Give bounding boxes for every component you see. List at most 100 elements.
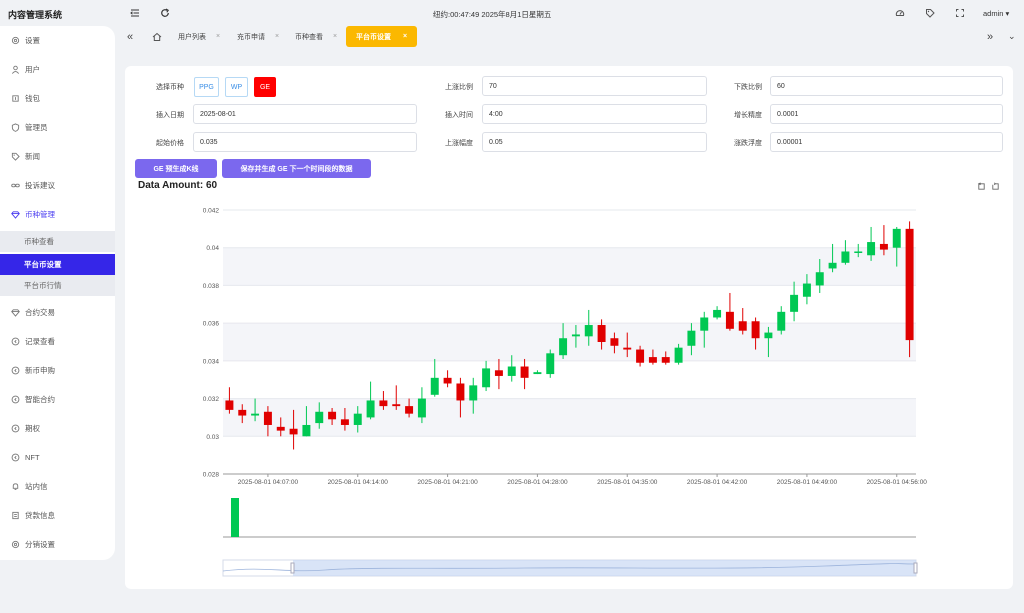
- shield-icon: [10, 123, 20, 133]
- document-icon: [10, 511, 20, 521]
- rise-ratio-label: 上涨比例: [445, 84, 473, 91]
- volume-bar: [231, 498, 239, 537]
- candle-body: [417, 398, 426, 418]
- user-menu[interactable]: admin ▾: [983, 9, 1009, 18]
- sidebar-item-new-coin-subscription[interactable]: 新币申购: [0, 356, 115, 385]
- candle-body: [263, 411, 272, 425]
- sidebar-item-label: 设置: [25, 36, 40, 45]
- tab-platform-coin-settings[interactable]: 平台币设置 ×: [346, 26, 418, 47]
- sidebar-item-records[interactable]: 记录查看: [0, 327, 115, 356]
- candle-body: [379, 400, 388, 407]
- sidebar-item-users[interactable]: 用户: [0, 55, 115, 84]
- y-tick-label: 0.03: [206, 434, 219, 441]
- candle-body: [546, 353, 555, 375]
- close-icon[interactable]: ×: [403, 33, 408, 40]
- sidebar-item-complaints[interactable]: 投诉建议: [0, 171, 115, 200]
- username: admin: [983, 9, 1004, 18]
- close-icon[interactable]: ×: [216, 33, 221, 40]
- insert-time-input[interactable]: 4:00: [482, 104, 707, 124]
- sidebar-item-nft[interactable]: NFT: [0, 443, 115, 472]
- insert-date-input[interactable]: 2025-08-01: [193, 104, 417, 124]
- candle-body: [867, 242, 876, 256]
- candle-body: [289, 428, 298, 435]
- zoom-handle-right: [913, 562, 918, 574]
- rise-amplitude-input[interactable]: 0.05: [482, 132, 707, 152]
- candle-body: [507, 366, 516, 376]
- insert-date-label: 插入日期: [156, 112, 184, 119]
- tabs-scroll-right-icon[interactable]: »: [987, 30, 994, 43]
- fullscreen-icon[interactable]: [955, 8, 965, 18]
- sidebar-subitem-platform-coin-market[interactable]: 平台币行情: [0, 275, 115, 296]
- x-tick-label: 2025-08-01 04:42:00: [687, 479, 748, 486]
- sidebar-item-options[interactable]: 期权: [0, 414, 115, 443]
- tab-deposit-requests[interactable]: 充币申请 ×: [237, 26, 279, 47]
- tag-icon[interactable]: [925, 8, 935, 18]
- candle-body: [636, 349, 645, 363]
- sidebar-subitem-coin-view[interactable]: 币种查看: [0, 231, 115, 252]
- tab-bar: « 用户列表 × 充币申请 × 币种查看 × 平台币设置 × » ⌄: [115, 26, 1024, 48]
- y-tick-label: 0.034: [203, 358, 220, 365]
- fall-ratio-label: 下跌比例: [734, 84, 762, 91]
- sidebar-item-label: 站内信: [25, 482, 48, 491]
- app-title: 内容管理系统: [8, 10, 63, 20]
- sidebar-item-smart-contract[interactable]: 智能合约: [0, 385, 115, 414]
- tabs-scroll-left-icon[interactable]: «: [127, 30, 134, 43]
- zoom-reset-icon[interactable]: [977, 182, 986, 193]
- coin-button-ppg[interactable]: PPG: [194, 77, 219, 97]
- save-generate-button[interactable]: 保存并生成 GE 下一个时间段的数据: [222, 159, 371, 178]
- sidebar-item-label: 合约交易: [25, 308, 55, 317]
- sidebar-subitem-label: 平台币设置: [24, 260, 62, 269]
- candle-body: [276, 426, 285, 431]
- menu-collapse-icon[interactable]: [130, 8, 140, 18]
- candle-body: [713, 309, 722, 318]
- sidebar-item-news[interactable]: 新闻: [0, 142, 115, 171]
- sidebar-item-label: NFT: [25, 453, 40, 462]
- x-tick-label: 2025-08-01 04:56:00: [867, 479, 928, 486]
- sidebar-item-admins[interactable]: 管理员: [0, 113, 115, 142]
- fall-ratio-input[interactable]: 60: [770, 76, 1003, 96]
- candle-body: [610, 338, 619, 346]
- x-tick-label: 2025-08-01 04:49:00: [777, 479, 838, 486]
- sidebar-item-messages[interactable]: 站内信: [0, 472, 115, 501]
- main-panel: 选择币种 PPG WP GE 上涨比例 70 下跌比例 60 插入日期 2025…: [125, 66, 1013, 589]
- growth-precision-input[interactable]: 0.0001: [770, 104, 1003, 124]
- rise-ratio-input[interactable]: 70: [482, 76, 707, 96]
- close-icon[interactable]: ×: [333, 33, 338, 40]
- coin-button-ge[interactable]: GE: [254, 77, 276, 97]
- coin-button-wp[interactable]: WP: [225, 77, 248, 97]
- tab-coin-view[interactable]: 币种查看 ×: [295, 26, 337, 47]
- x-tick-label: 2025-08-01 04:28:00: [507, 479, 568, 486]
- sidebar-item-coin-management[interactable]: 币种管理: [0, 200, 115, 229]
- candle-body: [623, 347, 632, 350]
- restore-icon[interactable]: [991, 182, 1000, 193]
- sidebar-item-distribution[interactable]: 分销设置: [0, 530, 115, 559]
- sidebar-item-wallet[interactable]: 钱包: [0, 84, 115, 113]
- dashboard-gauge-icon[interactable]: [895, 8, 905, 18]
- sidebar-item-label: 记录查看: [25, 337, 55, 346]
- candle-body: [879, 243, 888, 250]
- sidebar-item-label: 钱包: [25, 94, 40, 103]
- home-icon[interactable]: [152, 26, 162, 47]
- sidebar-item-contract-trading[interactable]: 合约交易: [0, 298, 115, 327]
- candle-body: [584, 325, 593, 337]
- y-tick-label: 0.032: [203, 396, 220, 403]
- sidebar-item-label: 分销设置: [25, 540, 55, 549]
- candle-body: [700, 317, 709, 331]
- tabs-dropdown-chevron-icon[interactable]: ⌄: [1008, 31, 1016, 41]
- preview-kline-button[interactable]: GE 预生成K线: [135, 159, 217, 178]
- sidebar-subitem-platform-coin-settings[interactable]: 平台币设置: [0, 254, 115, 275]
- candle-body: [764, 332, 773, 339]
- sidebar-item-loans[interactable]: 贷款信息: [0, 501, 115, 530]
- refresh-icon[interactable]: [160, 8, 170, 18]
- fluctuation-input[interactable]: 0.00001: [770, 132, 1003, 152]
- sidebar-item-settings[interactable]: 设置: [0, 26, 115, 55]
- candle-body: [687, 330, 696, 346]
- start-price-input[interactable]: 0.035: [193, 132, 417, 152]
- tab-user-list[interactable]: 用户列表 ×: [178, 26, 220, 47]
- link-icon: [10, 181, 20, 191]
- gear-icon: [10, 36, 20, 46]
- caret-down-icon: ▾: [1005, 9, 1010, 18]
- tab-label: 用户列表: [178, 33, 206, 41]
- close-icon[interactable]: ×: [275, 33, 280, 40]
- circle-arrow-icon: [10, 366, 20, 376]
